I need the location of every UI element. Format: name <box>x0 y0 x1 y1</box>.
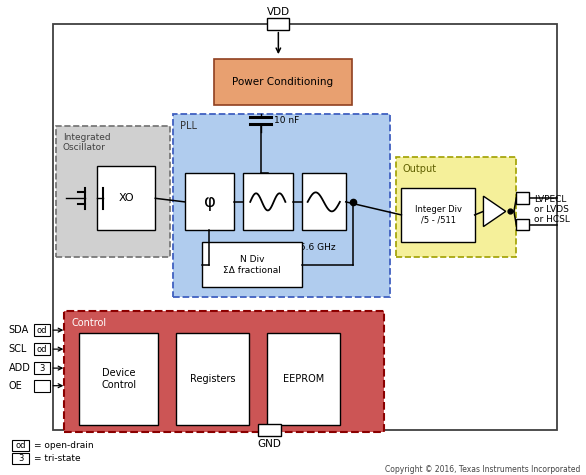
Bar <box>53 24 557 430</box>
Text: Output: Output <box>403 164 437 174</box>
Text: Registers: Registers <box>190 374 235 384</box>
Text: Device
Control: Device Control <box>101 368 136 389</box>
Bar <box>267 18 289 29</box>
Text: Integer Div
/5 - /511: Integer Div /5 - /511 <box>414 205 462 225</box>
Text: = open-drain: = open-drain <box>34 441 94 450</box>
Bar <box>258 424 281 436</box>
Text: N Div
ΣΔ fractional: N Div ΣΔ fractional <box>223 255 281 275</box>
Bar <box>401 188 475 242</box>
Bar <box>176 332 249 425</box>
Text: φ: φ <box>203 193 216 211</box>
Text: VDD: VDD <box>267 7 290 17</box>
Text: 10 nF: 10 nF <box>274 116 299 124</box>
Text: PLL: PLL <box>180 121 197 131</box>
Bar <box>396 157 516 256</box>
Bar <box>12 440 29 451</box>
Bar <box>202 242 302 287</box>
Bar <box>79 332 158 425</box>
Bar <box>267 332 340 425</box>
Bar <box>185 173 234 230</box>
Text: OE: OE <box>9 380 22 391</box>
Bar <box>34 343 50 355</box>
Bar <box>302 173 346 230</box>
Bar <box>34 324 50 336</box>
Bar <box>214 59 352 104</box>
Text: 3: 3 <box>18 454 23 463</box>
Text: SCL: SCL <box>9 344 27 354</box>
Bar <box>34 380 50 392</box>
Text: ADD: ADD <box>9 363 30 373</box>
Text: LVPECL
or LVDS
or HCSL: LVPECL or LVDS or HCSL <box>534 195 570 224</box>
Text: Control: Control <box>71 318 107 328</box>
Text: od: od <box>15 441 26 450</box>
Text: Power Conditioning: Power Conditioning <box>232 77 333 87</box>
Bar <box>12 453 29 464</box>
Bar <box>64 311 384 432</box>
Bar <box>97 166 155 230</box>
Text: Integrated
Oscillator: Integrated Oscillator <box>63 133 110 152</box>
Text: = tri-state: = tri-state <box>34 454 81 463</box>
Polygon shape <box>483 196 506 227</box>
Text: XO: XO <box>118 193 134 203</box>
Text: od: od <box>37 326 47 334</box>
Text: GND: GND <box>258 439 281 449</box>
Text: 3: 3 <box>39 364 45 372</box>
Text: EEPROM: EEPROM <box>282 374 324 384</box>
Bar <box>173 114 390 297</box>
Bar <box>34 362 50 374</box>
Bar <box>516 192 529 204</box>
Text: VCO: 4.6 GHz ~ 5.6 GHz: VCO: 4.6 GHz ~ 5.6 GHz <box>226 243 336 251</box>
Bar <box>516 219 529 230</box>
Bar <box>56 126 170 256</box>
Text: Copyright © 2016, Texas Instruments Incorporated: Copyright © 2016, Texas Instruments Inco… <box>385 465 580 474</box>
Text: SDA: SDA <box>9 325 29 335</box>
Bar <box>243 173 293 230</box>
Text: od: od <box>37 345 47 353</box>
